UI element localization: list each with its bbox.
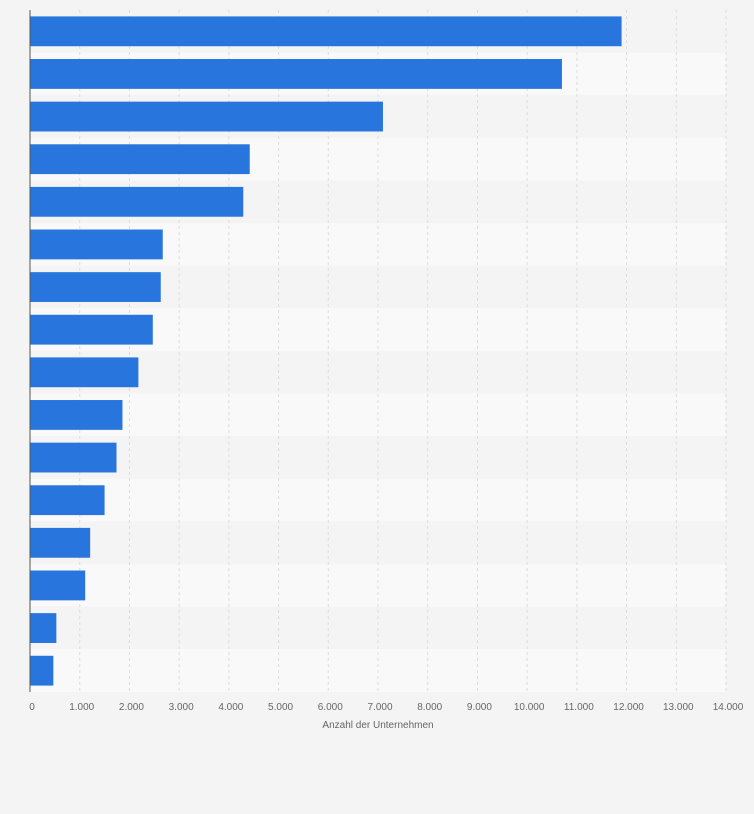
bars (30, 16, 622, 686)
x-tick-label: 2.000 (119, 702, 144, 713)
bar[interactable] (30, 186, 244, 217)
x-tick-label: 9.000 (467, 702, 492, 713)
bar[interactable] (30, 314, 153, 345)
bar[interactable] (30, 101, 383, 132)
bar[interactable] (30, 229, 163, 260)
bar[interactable] (30, 144, 250, 175)
x-tick-label: 12.000 (613, 702, 644, 713)
x-tick-label: 0 (29, 702, 35, 713)
x-tick-label: 5.000 (268, 702, 293, 713)
bar[interactable] (30, 570, 86, 601)
bar[interactable] (30, 527, 91, 558)
x-tick-label: 6.000 (318, 702, 343, 713)
bar[interactable] (30, 613, 57, 643)
x-tick-label: 11.000 (564, 702, 594, 713)
x-axis-title: Anzahl der Unternehmen (322, 720, 433, 731)
bar[interactable] (30, 400, 123, 430)
x-tick-label: 1.000 (69, 702, 94, 713)
x-tick-label: 3.000 (169, 702, 194, 713)
bar[interactable] (30, 272, 161, 302)
bar[interactable] (30, 59, 562, 89)
x-tick-label: 8.000 (417, 702, 442, 713)
x-tick-label: 4.000 (218, 702, 243, 713)
bar[interactable] (30, 442, 117, 473)
x-axis-ticks: 0 1.000 2.000 3.000 4.000 5.000 6.000 7.000 8.00… (29, 702, 744, 713)
x-tick-label: 13.000 (663, 702, 694, 713)
x-tick-label: 10.000 (514, 702, 545, 713)
bar[interactable] (30, 655, 54, 686)
bar[interactable] (30, 485, 105, 516)
bar[interactable] (30, 357, 139, 388)
x-tick-label: 7.000 (367, 702, 392, 713)
bar[interactable] (30, 16, 622, 47)
x-tick-label: 14.000 (713, 702, 744, 713)
